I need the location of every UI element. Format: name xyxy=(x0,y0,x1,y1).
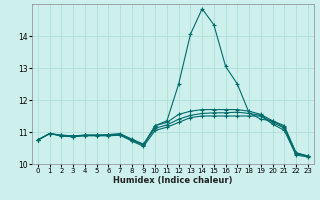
X-axis label: Humidex (Indice chaleur): Humidex (Indice chaleur) xyxy=(113,176,233,185)
